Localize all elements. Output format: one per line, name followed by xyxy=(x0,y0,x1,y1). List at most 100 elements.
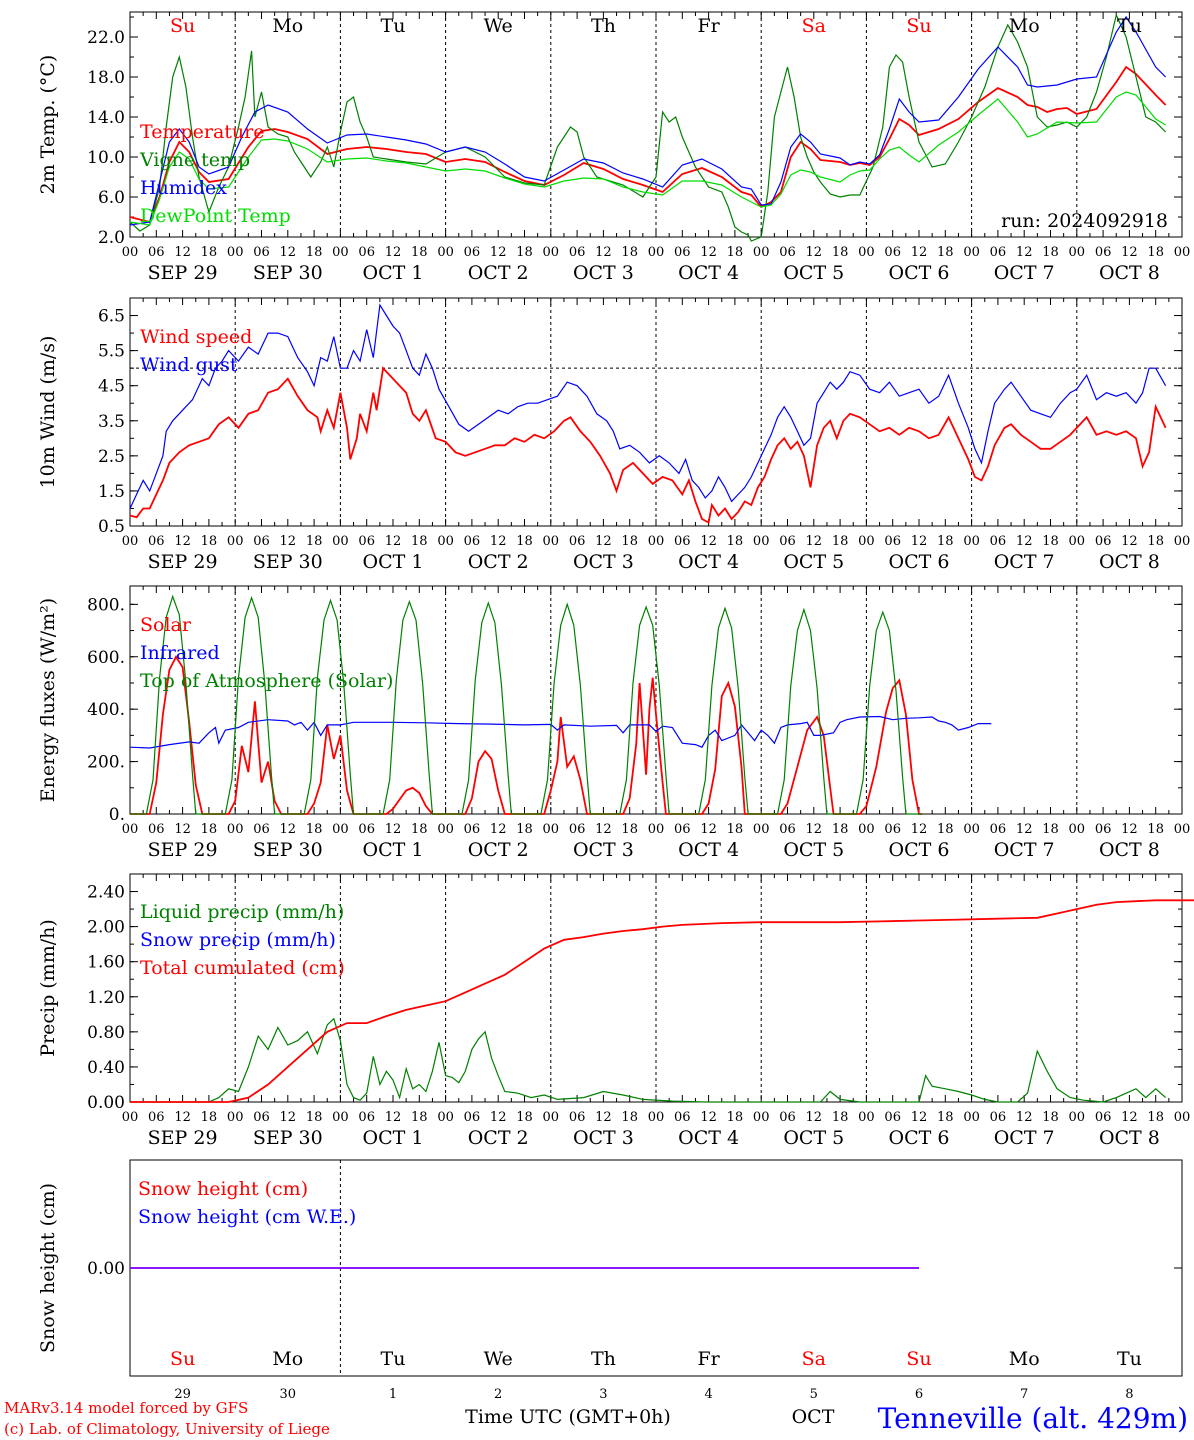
date-label: OCT 2 xyxy=(468,1127,529,1149)
chart-panel-5: 0.00 Snow height (cm) Snow height (cm) Snow… xyxy=(37,1159,1183,1402)
hour-tick-label: 12 xyxy=(174,245,191,260)
hour-tick-label: 00 xyxy=(543,534,560,549)
weekday-label: Tu xyxy=(1117,15,1142,37)
hour-tick-label: 06 xyxy=(779,1110,796,1125)
weekday-label: Fr xyxy=(697,15,720,37)
hour-tick-label: 06 xyxy=(148,534,165,549)
date-label: OCT 7 xyxy=(994,551,1055,573)
series-line xyxy=(129,15,1167,226)
date-label: OCT 8 xyxy=(1099,1127,1160,1149)
hour-tick-label: 00 xyxy=(332,822,349,837)
hour-tick-label: 18 xyxy=(1147,822,1164,837)
hour-tick-label: 00 xyxy=(437,822,454,837)
hour-tick-label: 06 xyxy=(569,822,586,837)
hour-tick-label: 12 xyxy=(806,822,823,837)
weekday-label: Tu xyxy=(1117,1348,1142,1370)
y-tick-label: 600. xyxy=(87,648,125,668)
weekday-label: Tu xyxy=(381,15,406,37)
hour-tick-label: 00 xyxy=(332,1110,349,1125)
hour-tick-label: 18 xyxy=(516,534,533,549)
legend-entry: Snow precip (mm/h) xyxy=(140,929,336,951)
hour-tick-label: 06 xyxy=(990,1110,1007,1125)
hour-tick-label: 00 xyxy=(1174,1110,1191,1125)
y-tick-label: 0. xyxy=(109,805,125,825)
hour-tick-label: 00 xyxy=(648,534,665,549)
hour-tick-label: 12 xyxy=(595,245,612,260)
model-credit-line-2: (c) Lab. of Climatology, University of L… xyxy=(4,1420,330,1438)
legend-entry: Infrared xyxy=(140,642,220,664)
hour-tick-label: 06 xyxy=(779,534,796,549)
hour-tick-label: 06 xyxy=(884,1110,901,1125)
hour-tick-label: 12 xyxy=(1016,245,1033,260)
legend-entry: Snow height (cm W.E.) xyxy=(138,1206,356,1228)
hour-tick-label: 00 xyxy=(963,1110,980,1125)
date-label: SEP 29 xyxy=(148,1127,218,1149)
date-label: OCT 1 xyxy=(363,262,424,284)
hour-tick-label: 12 xyxy=(1121,1110,1138,1125)
y-tick-label: 0.00 xyxy=(87,1093,125,1113)
hour-tick-label: 12 xyxy=(1121,245,1138,260)
hour-tick-label: 12 xyxy=(700,822,717,837)
hour-tick-label: 18 xyxy=(516,822,533,837)
hour-tick-label: 18 xyxy=(306,534,323,549)
weekday-label: Mo xyxy=(1009,15,1040,37)
weekday-label: Su xyxy=(170,1348,195,1370)
hour-tick-label: 00 xyxy=(122,1110,139,1125)
hour-tick-label: 12 xyxy=(806,534,823,549)
date-label: SEP 30 xyxy=(253,262,323,284)
hour-tick-label: 18 xyxy=(201,245,218,260)
hour-tick-label: 00 xyxy=(227,245,244,260)
y-tick-label: 14.0 xyxy=(87,108,125,128)
series-line xyxy=(129,65,1167,224)
hour-tick-label: 18 xyxy=(727,534,744,549)
hour-tick-label: 00 xyxy=(122,822,139,837)
legend-entry: Solar xyxy=(140,614,192,636)
hour-tick-label: 12 xyxy=(700,534,717,549)
hour-tick-label: 00 xyxy=(1069,534,1086,549)
date-label: OCT 6 xyxy=(889,262,950,284)
hour-tick-label: 06 xyxy=(674,245,691,260)
date-label: OCT 6 xyxy=(889,1127,950,1149)
weekday-label: We xyxy=(484,15,513,37)
hour-tick-label: 18 xyxy=(832,245,849,260)
y-tick-label: 800. xyxy=(87,595,125,615)
date-label: OCT 2 xyxy=(468,262,529,284)
series-line xyxy=(129,91,1166,226)
y-tick-label: 400. xyxy=(87,700,125,720)
legend-entry: DewPoint Temp xyxy=(140,205,291,227)
hour-tick-label: 00 xyxy=(858,822,875,837)
hour-tick-label: 18 xyxy=(1042,822,1059,837)
hour-tick-label: 18 xyxy=(1147,534,1164,549)
y-axis-label: Snow height (cm) xyxy=(37,1183,59,1353)
day-number-label: 8 xyxy=(1125,1387,1133,1402)
y-axis-label: 10m Wind (m/s) xyxy=(37,336,59,489)
hour-tick-label: 00 xyxy=(648,822,665,837)
date-label: OCT 2 xyxy=(468,839,529,861)
hour-tick-label: 06 xyxy=(358,534,375,549)
hour-tick-label: 06 xyxy=(253,534,270,549)
hour-tick-label: 00 xyxy=(963,245,980,260)
date-label: SEP 29 xyxy=(148,839,218,861)
hour-tick-label: 12 xyxy=(174,534,191,549)
hour-tick-label: 00 xyxy=(648,1110,665,1125)
hour-tick-label: 18 xyxy=(411,245,428,260)
y-tick-label: 200. xyxy=(87,753,125,773)
weekday-label: Th xyxy=(591,15,616,37)
legend-entry: Liquid precip (mm/h) xyxy=(140,901,344,923)
hour-tick-label: 00 xyxy=(858,245,875,260)
hour-tick-label: 18 xyxy=(306,245,323,260)
legend-entry: Top of Atmosphere (Solar) xyxy=(140,670,393,692)
hour-tick-label: 06 xyxy=(674,822,691,837)
legend-entry: Temperature xyxy=(140,121,264,143)
weekday-label: Mo xyxy=(1009,1348,1040,1370)
hour-tick-label: 18 xyxy=(306,1110,323,1125)
hour-tick-label: 00 xyxy=(648,245,665,260)
date-label: OCT 3 xyxy=(573,1127,634,1149)
hour-tick-label: 00 xyxy=(963,534,980,549)
chart-panel-4: 00 06 12 18 00 06 12 18 00 06 12 18 00 06 12 18 00 06 12 18… xyxy=(37,873,1194,1149)
hour-tick-label: 06 xyxy=(990,534,1007,549)
hour-tick-label: 12 xyxy=(1121,534,1138,549)
meteogram-panels: 00 06 12 18 00 06 12 18 00 06 12 18 00 06 12 18 00 06 12 18… xyxy=(37,11,1194,1402)
month-label: OCT xyxy=(792,1406,835,1428)
y-tick-label: 5.5 xyxy=(98,342,125,362)
